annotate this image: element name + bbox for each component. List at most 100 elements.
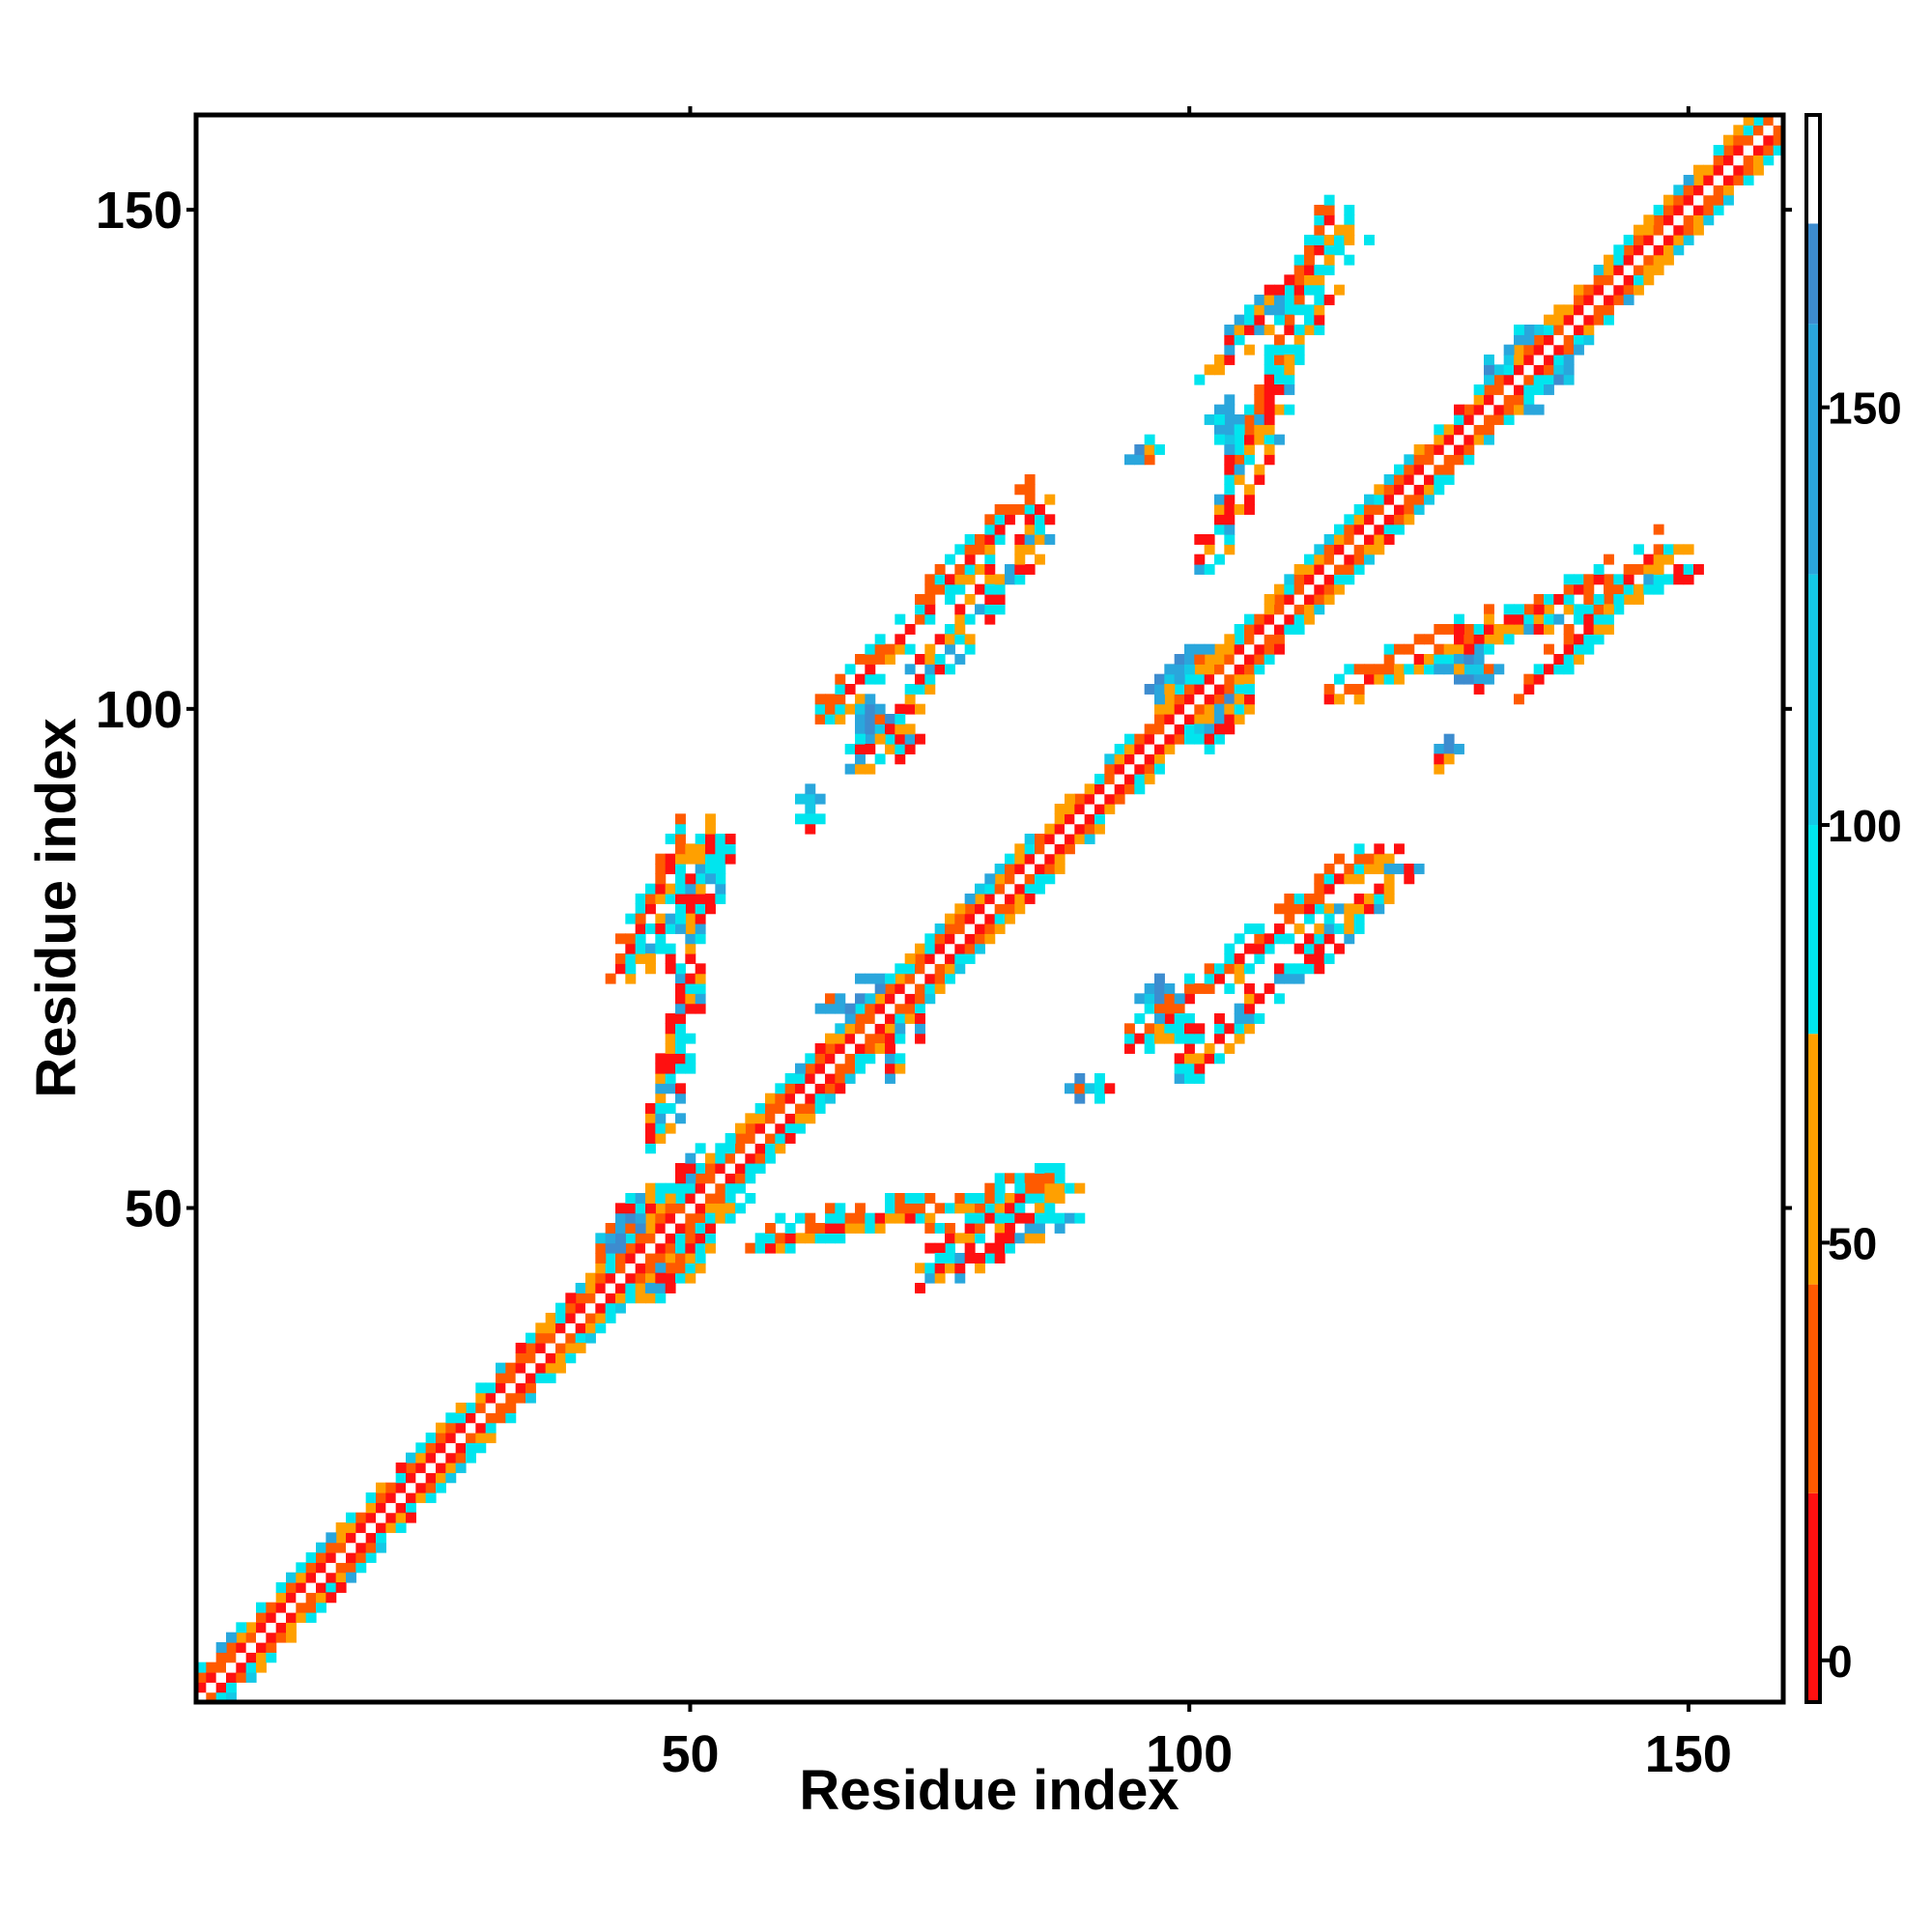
- heatmap-cell: [1374, 673, 1385, 685]
- heatmap-cell: [1743, 125, 1754, 136]
- heatmap-cell: [865, 1223, 876, 1234]
- heatmap-cell: [1254, 933, 1265, 945]
- heatmap-cell: [735, 1163, 746, 1174]
- heatmap-cell: [425, 1463, 437, 1473]
- heatmap-cell: [275, 1622, 287, 1634]
- heatmap-cell: [904, 1013, 916, 1024]
- heatmap-cell: [885, 714, 895, 724]
- heatmap-cell: [665, 1212, 676, 1224]
- heatmap-cell: [1424, 634, 1435, 645]
- heatmap-cell: [645, 1103, 656, 1114]
- heatmap-cell: [1244, 404, 1255, 415]
- heatmap-cell: [1643, 224, 1655, 236]
- heatmap-cell: [615, 1302, 626, 1314]
- heatmap-cell: [1154, 733, 1165, 745]
- heatmap-cell: [1374, 853, 1385, 865]
- heatmap-cell: [695, 933, 706, 945]
- heatmap-cell: [895, 1053, 906, 1065]
- heatmap-cell: [1583, 304, 1595, 316]
- heatmap-cell: [1753, 164, 1764, 176]
- heatmap-cell: [1773, 134, 1784, 146]
- heatmap-cell: [1334, 284, 1345, 296]
- heatmap-cell: [1084, 783, 1095, 795]
- heatmap-cell: [1035, 873, 1045, 885]
- heatmap-cell: [1214, 504, 1225, 515]
- heatmap-cell: [196, 1682, 207, 1693]
- heatmap-cell: [1593, 295, 1605, 305]
- heatmap-cell: [1344, 684, 1355, 695]
- heatmap-cell: [316, 1562, 327, 1574]
- heatmap-cell: [695, 1173, 706, 1184]
- heatmap-cell: [975, 923, 985, 934]
- heatmap-cell: [1404, 504, 1415, 515]
- heatmap-cell: [226, 1632, 237, 1643]
- heatmap-cell: [1304, 903, 1315, 915]
- heatmap-cell: [655, 943, 667, 954]
- heatmap-cell: [994, 903, 1006, 915]
- heatmap-cell: [1443, 464, 1455, 475]
- heatmap-cell: [1244, 983, 1255, 994]
- heatmap-cell: [1364, 554, 1375, 565]
- heatmap-cell: [1713, 164, 1724, 176]
- heatmap-cell: [1254, 295, 1265, 305]
- heatmap-cell: [635, 1293, 646, 1304]
- heatmap-cell: [275, 1602, 287, 1613]
- heatmap-cell: [1224, 484, 1236, 496]
- heatmap-cell: [1254, 654, 1265, 665]
- heatmap-cell: [1254, 404, 1265, 415]
- heatmap-cell: [855, 654, 866, 665]
- heatmap-cell: [1583, 334, 1595, 346]
- heatmap-cell: [765, 1122, 776, 1134]
- heatmap-cell: [1274, 594, 1285, 605]
- heatmap-cell: [1194, 733, 1206, 745]
- heatmap-cell: [1234, 464, 1245, 475]
- heatmap-cell: [904, 983, 916, 994]
- heatmap-cell: [1065, 843, 1075, 855]
- heatmap-cell: [1353, 514, 1365, 526]
- heatmap-cell: [685, 943, 696, 954]
- heatmap-cell: [984, 613, 996, 625]
- heatmap-cell: [1604, 265, 1614, 275]
- heatmap-cell: [1314, 923, 1325, 934]
- heatmap-cell: [1653, 205, 1664, 215]
- heatmap-cell: [1254, 624, 1265, 635]
- heatmap-cell: [775, 1242, 786, 1254]
- heatmap-cell: [1264, 654, 1275, 665]
- heatmap-cell: [1264, 444, 1275, 455]
- heatmap-cell: [665, 1033, 676, 1044]
- heatmap-cell: [1134, 733, 1146, 745]
- heatmap-cell: [1254, 643, 1265, 655]
- heatmap-cell: [245, 1672, 257, 1683]
- heatmap-cell: [406, 1482, 416, 1493]
- heatmap-cell: [1334, 873, 1345, 885]
- heatmap-cell: [335, 1572, 347, 1583]
- heatmap-cell: [975, 894, 985, 904]
- heatmap-cell: [885, 1033, 895, 1044]
- heatmap-cell: [685, 1003, 696, 1014]
- heatmap-cell: [1583, 634, 1595, 645]
- heatmap-cell: [1214, 355, 1225, 365]
- heatmap-cell: [1323, 913, 1335, 924]
- heatmap-cell: [795, 793, 806, 805]
- heatmap-cell: [1293, 325, 1305, 335]
- heatmap-cell: [256, 1612, 267, 1623]
- heatmap-cell: [685, 1212, 696, 1224]
- heatmap-cell: [1214, 1013, 1225, 1024]
- heatmap-cell: [984, 1242, 996, 1254]
- heatmap-cell: [675, 1063, 686, 1074]
- heatmap-cell: [1623, 254, 1634, 266]
- heatmap-cell: [625, 943, 637, 954]
- heatmap-cell: [355, 1542, 367, 1553]
- heatmap-cell: [1374, 524, 1385, 535]
- heatmap-cell: [635, 1253, 646, 1264]
- heatmap-cell: [675, 894, 686, 904]
- heatmap-cell: [1643, 583, 1655, 595]
- heatmap-cell: [445, 1452, 457, 1463]
- heatmap-cell: [1304, 574, 1315, 585]
- heatmap-cell: [715, 864, 726, 874]
- heatmap-cell: [1503, 394, 1515, 406]
- heatmap-cell: [1074, 823, 1086, 835]
- heatmap-cell: [1703, 175, 1715, 185]
- heatmap-cell: [835, 1223, 846, 1234]
- heatmap-cell: [595, 1233, 607, 1244]
